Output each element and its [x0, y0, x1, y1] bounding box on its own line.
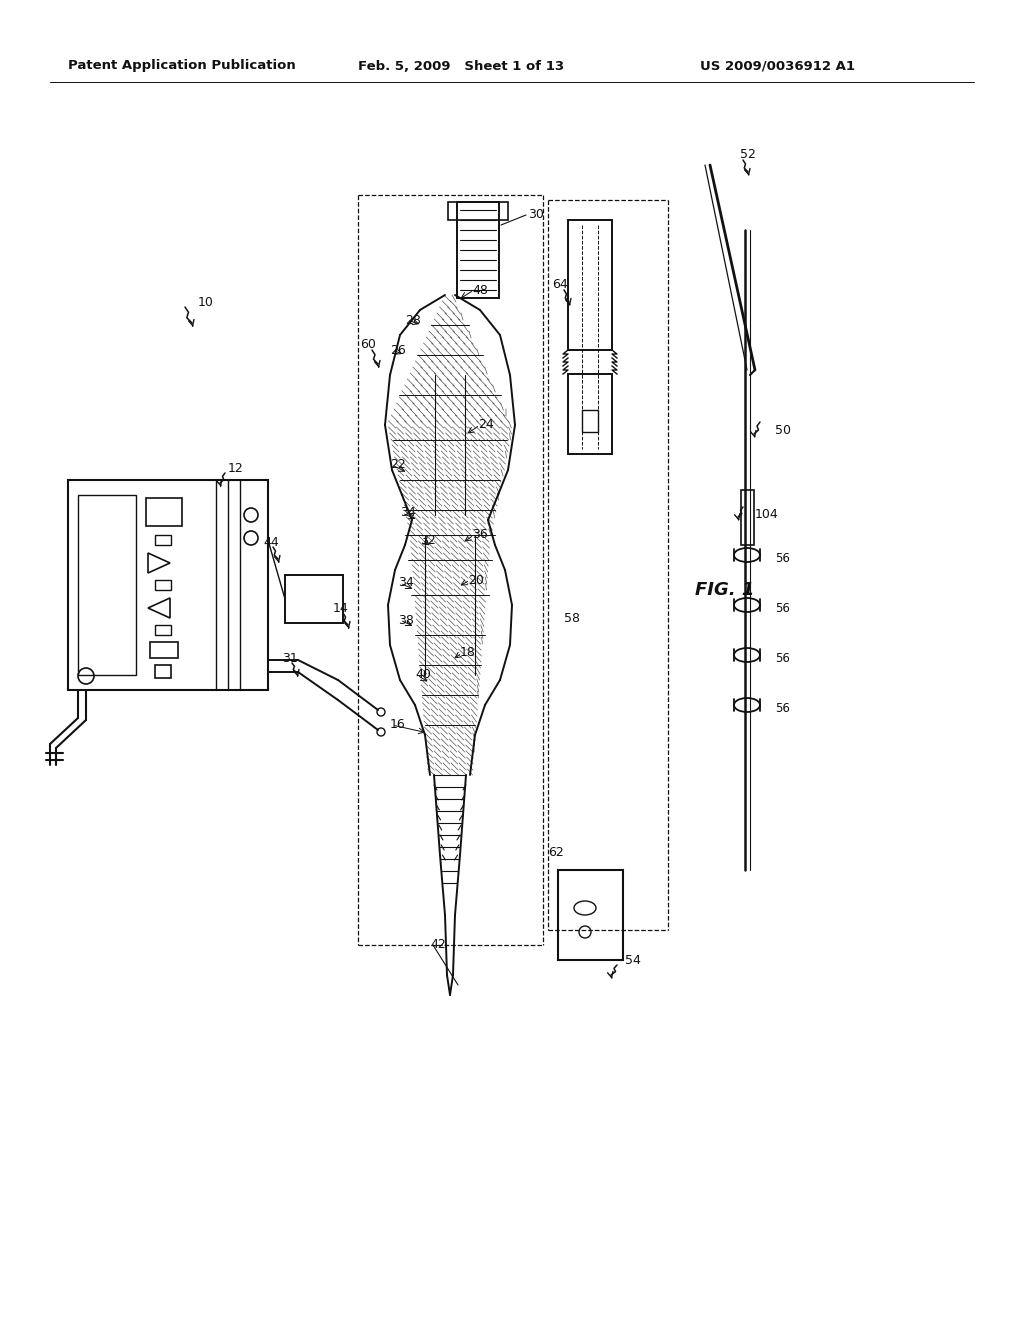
Text: 104: 104 — [755, 508, 778, 521]
Bar — [457, 202, 499, 298]
Text: 22: 22 — [390, 458, 406, 471]
Text: 64: 64 — [552, 279, 567, 292]
Text: Patent Application Publication: Patent Application Publication — [68, 59, 296, 73]
Text: 31: 31 — [282, 652, 298, 664]
Text: 24: 24 — [478, 418, 494, 432]
Text: 38: 38 — [398, 614, 414, 627]
Bar — [78, 495, 136, 675]
Text: 42: 42 — [430, 939, 445, 952]
Text: 14: 14 — [333, 602, 349, 615]
Text: 56: 56 — [775, 652, 790, 665]
Bar — [155, 665, 171, 678]
Text: 50: 50 — [775, 424, 791, 437]
Text: 58: 58 — [564, 611, 580, 624]
Bar — [68, 480, 268, 690]
Bar — [155, 624, 171, 635]
Text: 48: 48 — [472, 284, 487, 297]
Text: Feb. 5, 2009   Sheet 1 of 13: Feb. 5, 2009 Sheet 1 of 13 — [358, 59, 564, 73]
Bar — [146, 498, 182, 525]
Text: 56: 56 — [775, 702, 790, 715]
Text: 34: 34 — [398, 577, 414, 590]
Text: 40: 40 — [415, 668, 431, 681]
Text: 60: 60 — [360, 338, 376, 351]
Bar — [558, 870, 623, 960]
Text: 44: 44 — [263, 536, 279, 549]
Bar — [568, 220, 612, 350]
Text: US 2009/0036912 A1: US 2009/0036912 A1 — [700, 59, 855, 73]
Text: 32: 32 — [420, 533, 436, 546]
Text: 16: 16 — [390, 718, 406, 731]
Bar — [568, 374, 612, 454]
Bar — [741, 490, 754, 545]
Text: 12: 12 — [228, 462, 244, 474]
Text: 56: 56 — [775, 602, 790, 615]
Text: 52: 52 — [740, 149, 756, 161]
Text: 28: 28 — [406, 314, 421, 326]
Bar — [155, 579, 171, 590]
Bar — [155, 535, 171, 545]
Text: 56: 56 — [775, 553, 790, 565]
Text: 62: 62 — [548, 846, 564, 858]
Text: FIG. 1: FIG. 1 — [695, 581, 755, 599]
Text: 26: 26 — [390, 343, 406, 356]
Bar — [150, 642, 178, 657]
Text: 54: 54 — [625, 953, 641, 966]
Text: 34: 34 — [400, 507, 416, 520]
Bar — [449, 202, 508, 220]
Text: 18: 18 — [460, 647, 476, 660]
Bar — [582, 411, 598, 432]
Text: 20: 20 — [468, 573, 484, 586]
Text: 30: 30 — [528, 209, 544, 222]
Text: 36: 36 — [472, 528, 487, 541]
Bar — [285, 576, 343, 623]
Text: 10: 10 — [198, 296, 214, 309]
